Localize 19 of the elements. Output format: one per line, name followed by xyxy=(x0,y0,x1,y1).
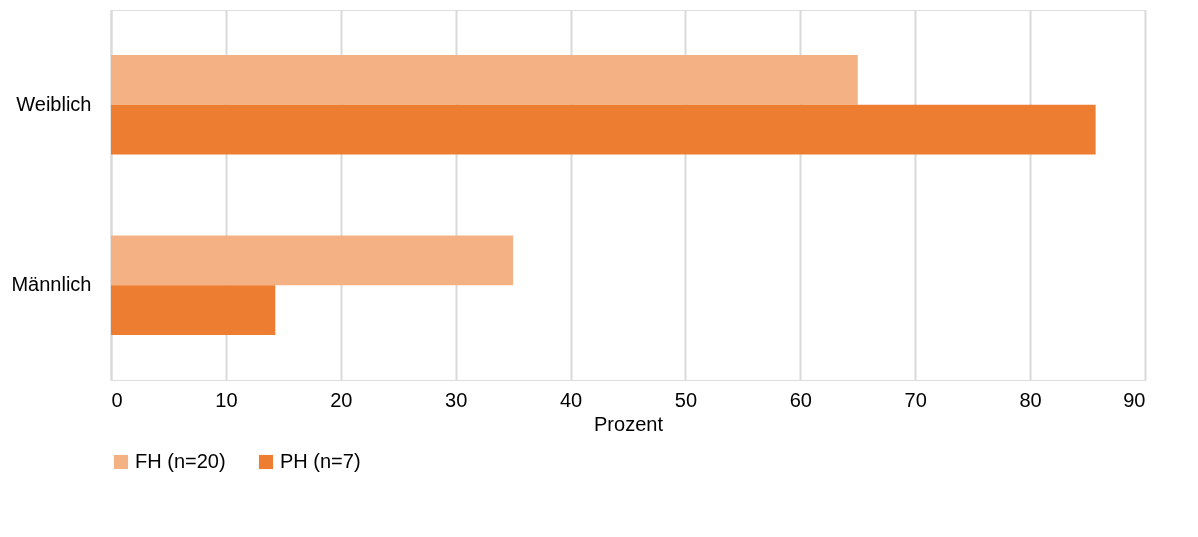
x-tick-label: 0 xyxy=(111,388,123,411)
x-tick-label: 20 xyxy=(330,388,353,411)
legend-label: FH (n=20) xyxy=(135,450,226,472)
x-tick-label: 10 xyxy=(215,388,238,411)
bar xyxy=(111,55,858,105)
x-tick-label: 50 xyxy=(674,388,698,411)
bar xyxy=(111,104,1096,155)
x-axis-title: Prozent xyxy=(594,412,664,435)
x-tick-label: 70 xyxy=(904,388,927,411)
bar xyxy=(111,235,514,286)
x-tick-label: 40 xyxy=(559,388,583,411)
y-tick-label: Weiblich xyxy=(16,92,92,115)
x-tick-label: 90 xyxy=(1123,388,1146,411)
y-tick-label: Männlich xyxy=(11,273,92,296)
bar xyxy=(111,285,276,335)
x-tick-label: 60 xyxy=(789,388,812,411)
x-tick-label: 80 xyxy=(1019,388,1042,411)
legend-label: PH (n=7) xyxy=(280,450,361,472)
x-tick-label: 30 xyxy=(445,388,468,411)
